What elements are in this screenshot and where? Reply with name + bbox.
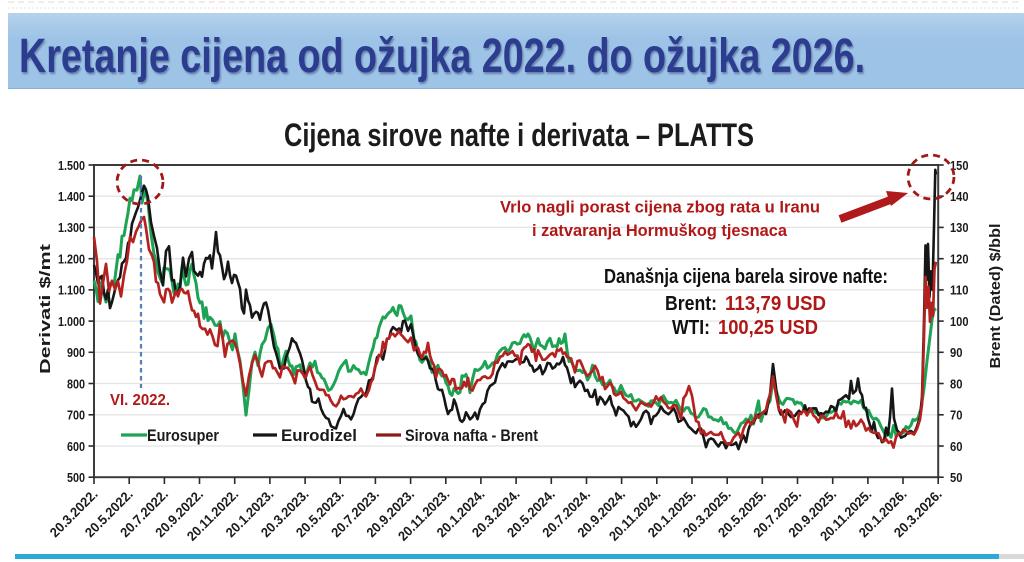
svg-text:110: 110 bbox=[950, 283, 969, 298]
svg-text:1.500: 1.500 bbox=[58, 158, 85, 173]
svg-text:1.000: 1.000 bbox=[58, 314, 85, 329]
svg-text:i zatvaranja Hormuškog tjesnac: i zatvaranja Hormuškog tjesnaca bbox=[532, 221, 788, 240]
svg-text:150: 150 bbox=[950, 158, 969, 173]
svg-text:Sirova nafta - Brent: Sirova nafta - Brent bbox=[405, 427, 538, 445]
svg-text:140: 140 bbox=[950, 189, 969, 204]
svg-text:120: 120 bbox=[950, 252, 969, 267]
svg-text:1.100: 1.100 bbox=[58, 283, 85, 298]
svg-text:1.400: 1.400 bbox=[58, 189, 85, 204]
svg-text:113,79 USD: 113,79 USD bbox=[725, 293, 826, 315]
svg-text:100: 100 bbox=[950, 314, 969, 329]
svg-text:WTI:: WTI: bbox=[672, 317, 710, 339]
svg-text:100,25 USD: 100,25 USD bbox=[718, 317, 818, 339]
svg-text:700: 700 bbox=[67, 408, 85, 423]
svg-text:Vrlo nagli porast cijena zbog: Vrlo nagli porast cijena zbog rata u Ira… bbox=[500, 198, 820, 217]
svg-text:80: 80 bbox=[950, 376, 963, 391]
svg-text:Eurodizel: Eurodizel bbox=[281, 427, 357, 445]
svg-text:Derivati $/mt: Derivati $/mt bbox=[37, 244, 54, 374]
svg-text:VI. 2022.: VI. 2022. bbox=[110, 392, 170, 409]
svg-text:800: 800 bbox=[67, 376, 85, 391]
svg-text:600: 600 bbox=[67, 439, 85, 454]
svg-text:90: 90 bbox=[950, 345, 963, 360]
svg-text:Današnja cijena barela sirove: Današnja cijena barela sirove nafte: bbox=[604, 266, 888, 288]
svg-text:50: 50 bbox=[950, 470, 963, 485]
svg-text:Brent (Dated) $/bbl: Brent (Dated) $/bbl bbox=[987, 224, 1004, 369]
svg-text:Eurosuper: Eurosuper bbox=[147, 427, 219, 445]
svg-text:130: 130 bbox=[950, 220, 969, 235]
svg-text:Brent:: Brent: bbox=[665, 293, 717, 315]
svg-text:60: 60 bbox=[950, 439, 963, 454]
svg-text:1.300: 1.300 bbox=[58, 220, 85, 235]
svg-text:500: 500 bbox=[67, 470, 85, 485]
svg-text:900: 900 bbox=[67, 345, 85, 360]
svg-text:1.200: 1.200 bbox=[58, 252, 85, 267]
svg-text:70: 70 bbox=[950, 408, 963, 423]
